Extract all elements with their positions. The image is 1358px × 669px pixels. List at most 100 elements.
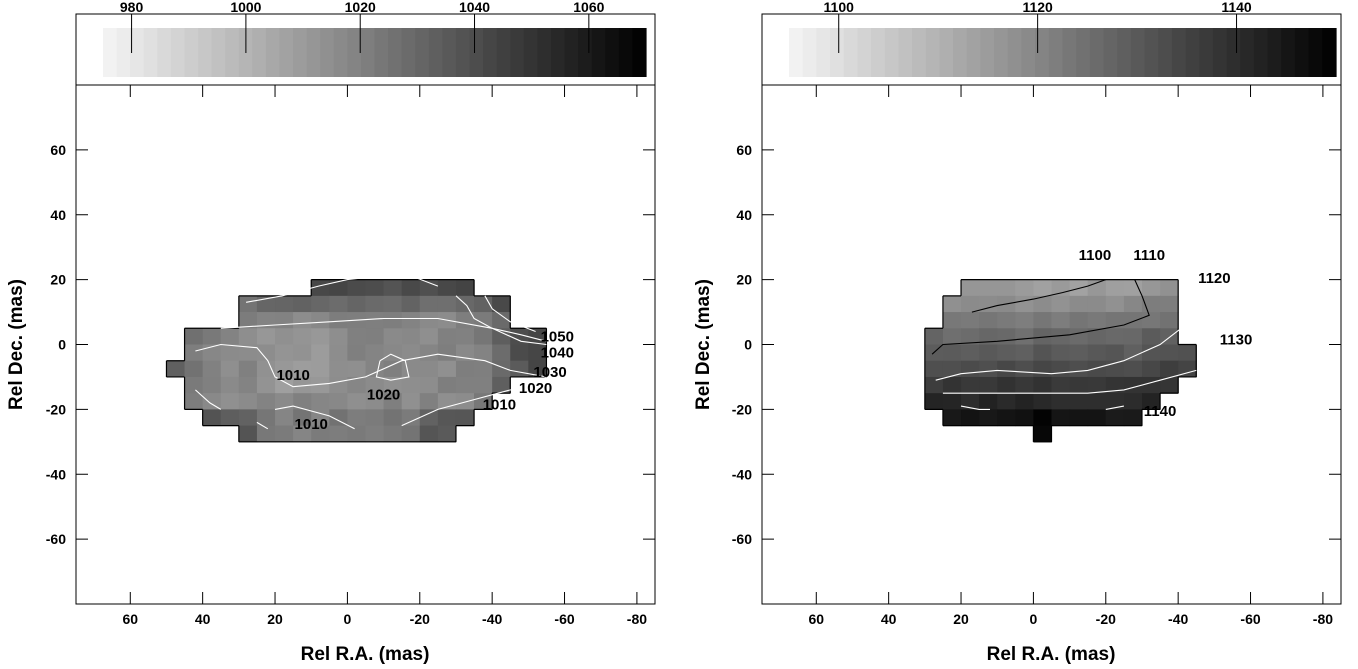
heatmap-cell	[419, 393, 439, 410]
heatmap-cell	[365, 344, 385, 362]
contour-line	[942, 369, 1197, 394]
colorbar-step	[401, 28, 416, 77]
heatmap-cell	[1123, 376, 1143, 394]
heatmap-cell	[311, 295, 330, 313]
heatmap-cell	[474, 360, 493, 378]
heatmap-cell	[238, 344, 258, 362]
heatmap-cell	[220, 376, 240, 394]
heatmap-cell	[1033, 425, 1052, 443]
colorbar-tick-label: 1100	[824, 0, 855, 15]
contour-line	[931, 279, 1150, 355]
heatmap-cell	[942, 360, 962, 378]
heatmap-cell	[311, 409, 330, 427]
heatmap-cell	[1069, 409, 1089, 427]
heatmap-cell	[311, 393, 330, 410]
x-tick-label: 60	[122, 611, 138, 627]
contour-label: 1010	[295, 416, 328, 433]
colorbar-step	[320, 28, 335, 77]
colorbar: 1100 1120 1140	[761, 0, 1342, 86]
colorbar-step	[871, 28, 886, 77]
colorbar-step	[184, 28, 199, 77]
colorbar-step	[483, 28, 498, 77]
colorbar-tick-label: 1020	[345, 0, 376, 15]
heatmap-cell	[1015, 376, 1034, 394]
heatmap-outline	[924, 279, 1197, 443]
heatmap-cell	[311, 425, 330, 443]
heatmap-cell	[256, 409, 276, 427]
heatmap-cell	[492, 312, 511, 329]
heatmap-cell	[419, 376, 439, 394]
heatmap-cell	[401, 393, 421, 410]
heatmap-cell	[961, 279, 980, 297]
heatmap-cell	[942, 328, 962, 345]
heatmap-cell	[311, 328, 330, 345]
heatmap-cell	[1015, 344, 1034, 362]
heatmap-cell	[979, 344, 998, 362]
colorbar-step	[1144, 28, 1159, 77]
heatmap-cell	[1141, 279, 1161, 297]
heatmap-cell	[401, 295, 421, 313]
heatmap-cell	[1051, 409, 1071, 427]
heatmap-cell	[419, 344, 439, 362]
heatmap-cell	[1033, 376, 1052, 394]
heatmap-cell	[1033, 328, 1052, 345]
heatmap-cell	[401, 344, 421, 362]
colorbar-tick-label: 1120	[1022, 0, 1053, 15]
heatmap-cell	[1105, 376, 1125, 394]
colorbar-step	[293, 28, 308, 77]
contour-label: 1140	[1144, 403, 1177, 420]
heatmap-cell	[979, 295, 998, 313]
heatmap-cell	[202, 328, 222, 345]
heatmap-cell	[979, 376, 998, 394]
heatmap-cell	[1051, 376, 1071, 394]
heatmap-cell	[275, 295, 294, 313]
contour-line	[960, 405, 990, 410]
heatmap-cell	[1033, 360, 1052, 378]
colorbar-step	[925, 28, 941, 77]
colorbar-step	[130, 28, 145, 77]
heatmap-cell	[1051, 312, 1071, 329]
x-tick-label: -60	[1240, 611, 1260, 627]
heatmap-cell	[437, 295, 457, 313]
x-tick-label: -80	[627, 611, 647, 627]
heatmap-cell	[220, 360, 240, 378]
heatmap-cell	[1123, 360, 1143, 378]
heatmap-cell	[383, 409, 403, 427]
heatmap-cell	[401, 279, 421, 297]
heatmap-cell	[1015, 312, 1034, 329]
heatmap-cell	[347, 376, 366, 394]
heatmap-cell	[510, 328, 529, 345]
heatmap-cell	[329, 376, 348, 394]
colorbar-step	[347, 28, 362, 77]
axes: 60 40 20 0 -20 -40 -60 -80 60 40 20 0 -20 -40 -60 Rel R…	[693, 84, 1342, 665]
colorbar-step	[1212, 28, 1228, 77]
heatmap-cell	[365, 312, 385, 329]
colorbar-step	[994, 28, 1009, 77]
heatmap-cell	[1160, 376, 1179, 394]
contour-line	[1105, 405, 1124, 410]
heatmap-cell	[256, 393, 276, 410]
heatmap-cell	[1015, 328, 1034, 345]
heatmap-cell	[238, 312, 258, 329]
heatmap-cell	[184, 360, 204, 378]
heatmap-cell	[293, 312, 312, 329]
heatmap-cell	[419, 328, 439, 345]
heatmap-cell	[437, 425, 457, 443]
heatmap-cell	[184, 393, 204, 410]
colorbar-step	[537, 28, 552, 77]
heatmap-cell	[1160, 312, 1179, 329]
heatmap-cell	[1033, 279, 1052, 297]
colorbar-step	[279, 28, 294, 77]
colorbar-step	[884, 28, 900, 77]
heatmap-cell	[401, 409, 421, 427]
heatmap-cell	[383, 312, 403, 329]
heatmap-cell	[166, 360, 186, 378]
colorbar-step	[816, 28, 831, 77]
colorbar-step	[857, 28, 872, 77]
y-tick-label: 0	[744, 337, 752, 353]
heatmap-cell	[329, 344, 348, 362]
heatmap-cell	[347, 409, 366, 427]
colorbar-step	[1048, 28, 1064, 77]
heatmap-cell	[347, 425, 366, 443]
